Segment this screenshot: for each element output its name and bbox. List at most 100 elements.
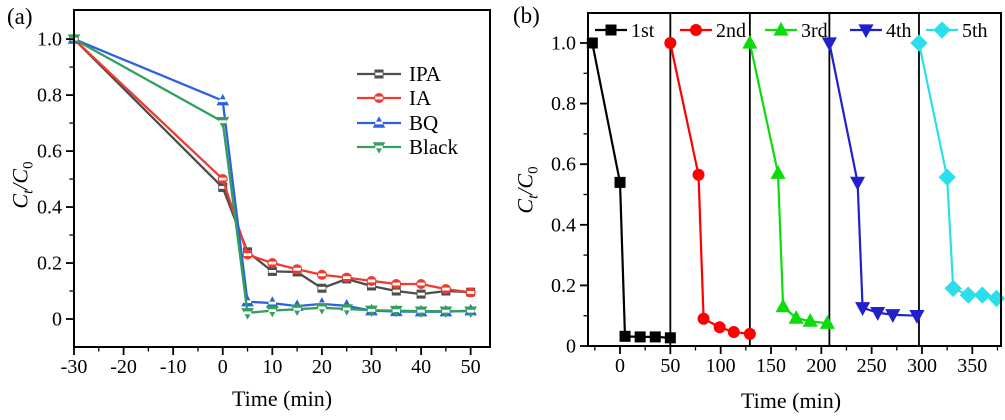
circle-marker: [713, 321, 726, 334]
legend-label: BQ: [409, 111, 438, 135]
diamond-marker: [933, 21, 951, 39]
triangle-down-marker: [464, 306, 477, 318]
y-tick-label: 0.8: [551, 93, 576, 115]
circle-marker: [416, 279, 427, 290]
series-line: [73, 38, 471, 315]
x-tick-label: -30: [61, 356, 88, 378]
x-tick-label: 300: [907, 355, 937, 377]
legend-label: 4th: [886, 20, 912, 42]
y-tick-label: 0.2: [551, 275, 576, 297]
y-tick-label: 0.6: [37, 141, 62, 163]
y-axis: 0 0.2 0.4 0.6 0.8 1.0: [551, 32, 588, 358]
legend-item-3rd: 3rd: [765, 20, 828, 42]
square-marker: [416, 289, 426, 299]
series-line: [669, 42, 751, 335]
triangle-up-marker: [266, 296, 279, 308]
x-tick-label: 10: [262, 356, 282, 378]
y-tick-label: 0.4: [551, 214, 576, 236]
triangle-down-marker: [858, 24, 874, 39]
x-tick-label: 30: [361, 356, 381, 378]
triangle-down-marker: [909, 310, 925, 324]
x-tick-label: -10: [160, 356, 187, 378]
square-marker: [614, 176, 626, 188]
legend-item-4th: 4th: [850, 20, 912, 42]
legend-label: 3rd: [801, 20, 828, 42]
triangle-up-marker: [773, 21, 789, 36]
y-tick-label: 0.6: [551, 154, 576, 176]
circle-marker: [292, 264, 303, 275]
x-tick-label: 0: [615, 355, 625, 377]
series-line: [917, 42, 997, 300]
circle-marker: [316, 269, 327, 280]
square-marker: [374, 69, 384, 79]
square-marker: [366, 281, 376, 291]
panel-a-xaxis-title: Time (min): [231, 386, 333, 411]
circle-marker: [217, 174, 228, 185]
x-axis: 0 50 100 150 200 250 300 350: [594, 346, 999, 377]
triangle-down-marker: [855, 302, 871, 316]
series-2nd: [664, 36, 756, 340]
legend-label: 2nd: [716, 20, 746, 42]
x-tick-label: 40: [411, 356, 431, 378]
cycle-separators: [669, 13, 920, 346]
circle-marker: [366, 275, 377, 286]
triangle-down-marker: [439, 306, 453, 318]
circle-marker: [242, 249, 253, 260]
legend-item-IPA: IPA: [357, 62, 442, 86]
x-tick-label: 20: [312, 356, 332, 378]
series-Black: [67, 34, 477, 320]
legend-label: IPA: [409, 62, 442, 86]
triangle-up-marker: [372, 116, 386, 128]
series-line: [591, 42, 671, 339]
panel-a-yaxis-title: Ct/C0: [7, 161, 37, 209]
legend: 1st 2nd 3rd 4th 5th: [595, 20, 988, 42]
triangle-up-marker: [802, 312, 818, 327]
square-marker: [391, 286, 401, 296]
y-tick-label: 0.8: [37, 85, 62, 107]
triangle-up-marker: [216, 93, 230, 106]
triangle-down-marker: [414, 306, 428, 318]
diamond-marker: [987, 289, 1005, 308]
y-tick-label: 1.0: [551, 32, 576, 54]
legend-label: 5th: [962, 20, 988, 42]
triangle-down-marker: [365, 305, 378, 318]
diamond-marker: [944, 279, 962, 298]
triangle-up-marker: [770, 165, 786, 179]
x-tick-label: 50: [461, 356, 481, 378]
panel-b-chart: 0 50 100 150 200 250 300 350 0 0.2 0.4 0.6 0.8 1.0 1st…: [551, 12, 1005, 377]
y-tick-label: 1.0: [37, 29, 62, 51]
x-tick-label: 100: [706, 355, 736, 377]
diamond-marker: [973, 286, 992, 304]
circle-marker: [374, 93, 384, 103]
legend-item-5th: 5th: [926, 20, 988, 42]
triangle-down-marker: [315, 303, 329, 315]
triangle-down-marker: [821, 37, 837, 52]
circle-marker: [697, 312, 710, 325]
triangle-down-marker: [850, 176, 866, 191]
legend-label: 1st: [631, 20, 655, 42]
circle-marker: [391, 279, 402, 290]
series-5th: [910, 34, 1005, 308]
square-marker: [664, 332, 676, 344]
series-3rd: [742, 34, 835, 329]
circle-marker: [267, 258, 278, 269]
diamond-marker: [959, 286, 977, 304]
triangle-down-marker: [266, 305, 279, 318]
square-marker: [218, 182, 228, 192]
triangle-up-marker: [775, 298, 791, 313]
x-tick-label: 0: [218, 356, 228, 378]
circle-marker: [743, 327, 756, 340]
triangle-up-marker: [742, 34, 758, 49]
y-tick-label: 0.2: [37, 253, 62, 275]
y-tick-label: 0: [566, 336, 576, 358]
square-marker: [267, 266, 277, 276]
circle-marker: [690, 24, 702, 36]
x-axis: -30 -20 -10 0 10 20 30 40 50: [61, 347, 481, 378]
triangle-down-marker: [241, 308, 254, 320]
triangle-up-marker: [788, 309, 804, 324]
triangle-down-marker: [389, 305, 403, 318]
panel-b-xaxis-title: Time (min): [740, 388, 842, 413]
triangle-down-marker: [372, 142, 386, 154]
